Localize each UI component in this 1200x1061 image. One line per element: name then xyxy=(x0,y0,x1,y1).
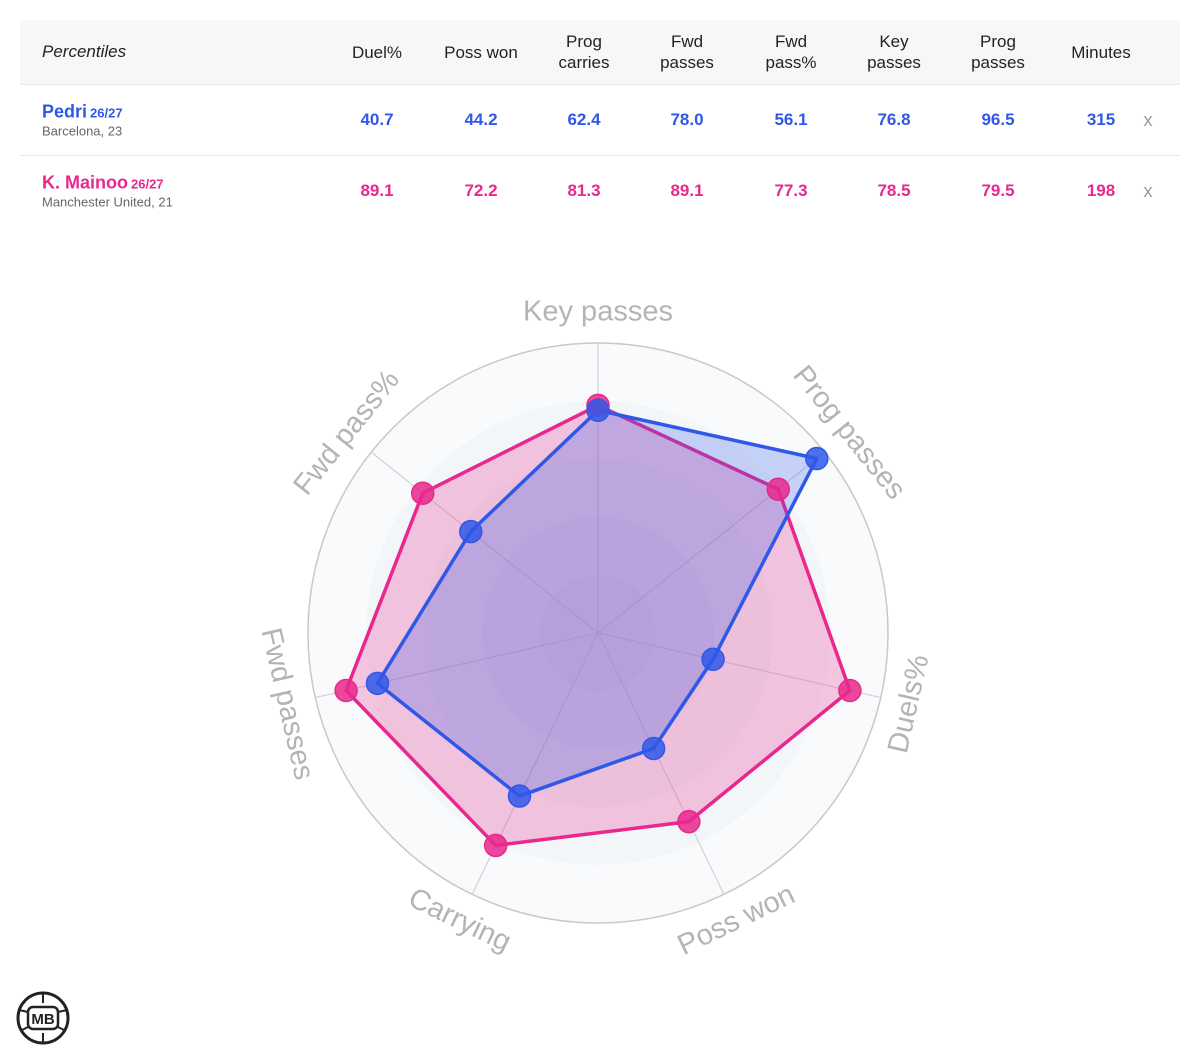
mb-logo-icon: MB xyxy=(16,991,70,1045)
data-point-pedri xyxy=(586,398,610,423)
percentiles-table: Percentiles Duel% Poss won Prog carries F… xyxy=(20,20,1180,226)
col-header-prog-carries: Prog carries xyxy=(558,32,610,72)
value-prog-carries: 81.3 xyxy=(567,181,601,200)
data-point-pedri xyxy=(459,519,483,544)
radar-spoke xyxy=(315,632,599,699)
table-header: Percentiles Duel% Poss won Prog carries F… xyxy=(20,20,1180,85)
player-name[interactable]: Pedri xyxy=(42,101,88,122)
player-season: 26/27 xyxy=(131,176,164,192)
axis-label: Duels% xyxy=(882,652,935,757)
data-point-pedri xyxy=(701,647,725,672)
remove-player-button[interactable]: x xyxy=(1143,109,1153,130)
value-poss-won: 44.2 xyxy=(464,110,498,129)
value-duel-pct: 40.7 xyxy=(360,110,394,129)
value-fwd-pass-pct: 77.3 xyxy=(774,181,808,200)
table-row-mainoo: K. Mainoo 26/27 Manchester United, 21 89.… xyxy=(20,156,1180,226)
value-fwd-passes: 78.0 xyxy=(670,110,704,129)
data-point-pedri xyxy=(641,736,666,761)
col-header-prog-passes: Prog passes xyxy=(971,32,1025,72)
value-prog-passes: 96.5 xyxy=(981,110,1015,129)
value-minutes: 315 xyxy=(1086,110,1116,129)
col-header-duel-pct: Duel% xyxy=(351,42,403,62)
data-point-k-mainoo xyxy=(677,809,701,834)
corner-label: Percentiles xyxy=(42,42,127,61)
axis-label: Key passes xyxy=(523,296,673,328)
table-row-pedri: Pedri 26/27 Barcelona, 23 40.7 44.2 62.4 … xyxy=(20,85,1180,156)
player-name[interactable]: K. Mainoo xyxy=(42,172,128,193)
logo-text: MB xyxy=(31,1011,54,1028)
data-point-k-mainoo xyxy=(483,833,508,858)
player-club-age: Manchester United, 21 xyxy=(42,194,173,210)
value-fwd-passes: 89.1 xyxy=(670,181,704,200)
data-point-k-mainoo xyxy=(410,481,435,505)
value-fwd-pass-pct: 56.1 xyxy=(774,110,808,129)
col-header-fwd-pass-pct: Fwd pass% xyxy=(765,32,817,72)
radar-spoke xyxy=(597,632,725,895)
data-point-pedri xyxy=(805,446,829,471)
col-header-key-passes: Key passes xyxy=(867,32,921,72)
value-duel-pct: 89.1 xyxy=(360,181,394,200)
data-point-k-mainoo xyxy=(766,477,791,502)
player-info: Pedri 26/27 Barcelona, 23 xyxy=(42,102,123,139)
value-key-passes: 76.8 xyxy=(877,110,911,129)
series-area-pedri xyxy=(375,408,819,798)
value-minutes: 198 xyxy=(1086,181,1116,200)
col-header-minutes: Minutes xyxy=(1071,42,1131,62)
player-info: K. Mainoo 26/27 Manchester United, 21 xyxy=(42,173,173,210)
radar-spoke xyxy=(597,632,881,699)
radar-spoke xyxy=(370,451,599,634)
data-point-k-mainoo xyxy=(838,678,862,703)
data-point-pedri xyxy=(507,784,532,808)
player-club-age: Barcelona, 23 xyxy=(42,123,123,139)
player-season: 26/27 xyxy=(90,105,123,121)
series-area-k-mainoo xyxy=(344,403,852,848)
value-key-passes: 78.5 xyxy=(877,181,911,200)
data-point-k-mainoo xyxy=(334,678,358,703)
value-poss-won: 72.2 xyxy=(464,181,498,200)
remove-player-button[interactable]: x xyxy=(1143,180,1153,201)
data-point-pedri xyxy=(365,671,390,696)
col-header-fwd-passes: Fwd passes xyxy=(660,32,714,72)
value-prog-carries: 62.4 xyxy=(567,110,601,129)
col-header-poss-won: Poss won xyxy=(444,42,518,62)
value-prog-passes: 79.5 xyxy=(981,181,1015,200)
